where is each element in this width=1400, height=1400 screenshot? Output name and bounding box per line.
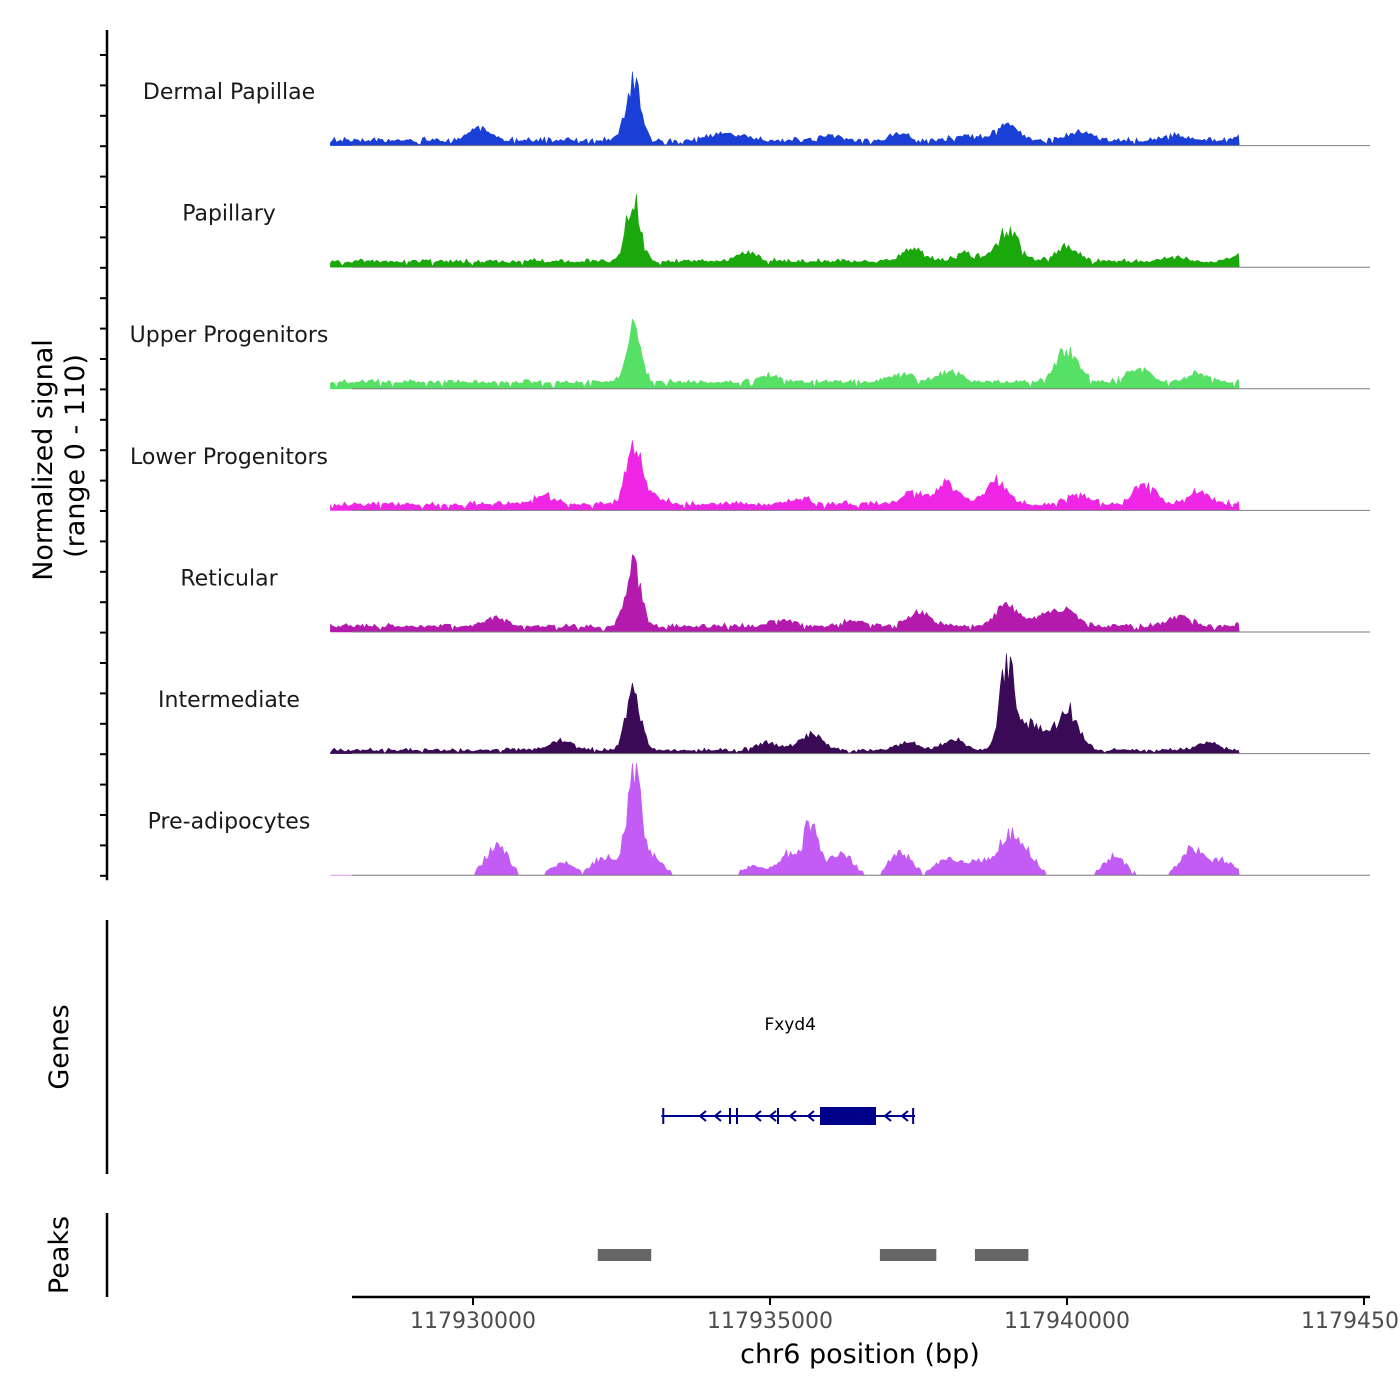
x-axis-title: chr6 position (bp)	[740, 1339, 980, 1370]
track-intermediate: Intermediate	[158, 653, 1370, 755]
track-reticular: Reticular	[180, 554, 1370, 633]
genes-panel-title: Genes	[44, 1004, 75, 1089]
strand-arrow	[806, 1110, 815, 1122]
y-axis-title-line2: (range 0 - 110)	[60, 354, 91, 558]
track-label: Reticular	[180, 566, 278, 591]
genes-panel: Genes Fxyd4	[44, 920, 916, 1174]
peaks-panel-title: Peaks	[44, 1216, 75, 1294]
x-tick-label: 117945000	[1301, 1309, 1400, 1334]
strand-arrow	[883, 1110, 892, 1122]
gene-label: Fxyd4	[764, 1015, 816, 1035]
track-label: Papillary	[182, 202, 276, 227]
signal-area	[330, 440, 1240, 511]
strand-arrow	[900, 1110, 909, 1122]
x-axis-ticks: 117930000 117935000 117940000 117945000	[410, 1297, 1400, 1334]
signal-area	[330, 193, 1240, 268]
genomic-x-axis: 117930000 117935000 117940000 117945000 chr…	[352, 1295, 1400, 1370]
peak-region	[597, 1249, 652, 1261]
strand-arrow	[768, 1110, 777, 1122]
track-upper-progenitors: Upper Progenitors	[130, 318, 1370, 390]
peaks-panel: Peaks	[44, 1213, 1029, 1297]
signal-area	[330, 71, 1240, 146]
x-tick-label: 117935000	[707, 1309, 833, 1334]
track-label: Dermal Papillae	[143, 80, 315, 105]
signal-area	[330, 318, 1240, 390]
track-lower-progenitors: Lower Progenitors	[130, 440, 1370, 511]
x-tick-label: 117940000	[1004, 1309, 1130, 1334]
signal-area	[330, 554, 1240, 633]
coverage-tracks: Dermal Papillae Papillary Upper Progenitor…	[130, 71, 1370, 876]
peak-region	[974, 1249, 1029, 1261]
strand-arrow	[713, 1110, 722, 1122]
x-tick-label: 117930000	[410, 1309, 536, 1334]
track-dermal-papillae: Dermal Papillae	[143, 71, 1370, 147]
track-label: Intermediate	[158, 688, 300, 713]
signal-area	[330, 653, 1240, 754]
track-pre-adipocytes: Pre-adipocytes	[148, 763, 1370, 876]
gene-exon-block	[820, 1107, 876, 1125]
strand-arrow	[698, 1110, 707, 1122]
gene-fxyd4: Fxyd4	[661, 1015, 916, 1125]
peak-region	[879, 1249, 937, 1261]
peak-regions	[597, 1249, 1029, 1261]
track-label: Lower Progenitors	[130, 445, 328, 470]
gene-models: Fxyd4	[661, 1015, 916, 1125]
track-label: Upper Progenitors	[130, 323, 329, 348]
y-axis-title-line1: Normalized signal	[28, 339, 59, 581]
track-label: Pre-adipocytes	[148, 810, 311, 835]
signal-area	[330, 763, 1240, 876]
signal-y-axis	[100, 30, 109, 881]
strand-arrow	[788, 1110, 797, 1122]
track-papillary: Papillary	[182, 193, 1370, 268]
strand-arrow	[753, 1110, 762, 1122]
